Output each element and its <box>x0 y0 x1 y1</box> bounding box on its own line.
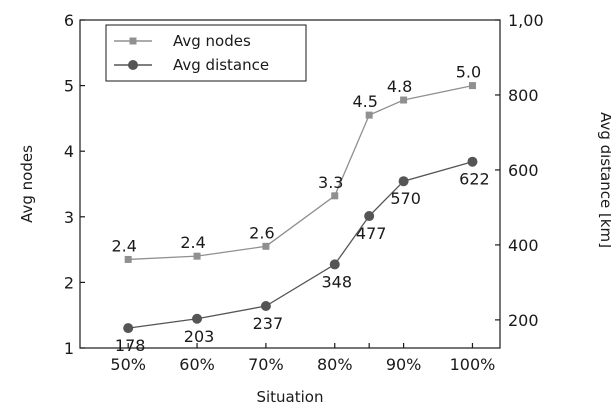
data-label-distance: 178 <box>115 336 146 355</box>
data-point-nodes <box>193 252 201 260</box>
data-label-distance: 237 <box>253 314 284 333</box>
data-label-distance: 622 <box>459 170 490 189</box>
series-layer <box>123 82 478 334</box>
right-tick-label: 600 <box>508 161 539 180</box>
x-tick-label: 90% <box>386 355 422 374</box>
data-label-nodes: 5.0 <box>456 63 481 82</box>
data-point-nodes <box>124 255 132 263</box>
data-point-nodes <box>468 82 476 90</box>
data-point-nodes <box>400 96 408 104</box>
plot-frame <box>79 19 501 349</box>
data-label-distance: 348 <box>321 272 352 291</box>
legend-label-distance: Avg distance <box>173 56 269 74</box>
data-label-nodes: 2.4 <box>111 236 136 255</box>
data-point-nodes <box>262 242 270 250</box>
data-label-distance: 203 <box>184 327 215 346</box>
legend-marker-square <box>129 37 137 45</box>
left-tick-label: 2 <box>64 273 74 292</box>
data-point-distance <box>260 301 271 312</box>
x-tick-label: 60% <box>179 355 215 374</box>
legend-box <box>105 24 307 82</box>
data-label-distance: 570 <box>390 189 421 208</box>
data-point-nodes <box>331 192 339 200</box>
right-tick-label: 800 <box>508 86 539 105</box>
x-tick-label: 70% <box>248 355 284 374</box>
x-tick-label: 50% <box>110 355 146 374</box>
data-point-distance <box>364 211 375 222</box>
x-tick-label: 80% <box>317 355 353 374</box>
legend-marker-circle <box>128 60 138 70</box>
data-label-distance: 477 <box>356 224 387 243</box>
x-axis: 50% 60% 70% 80% 90% 100% <box>110 343 495 374</box>
legend: Avg nodes Avg distance <box>105 24 307 82</box>
right-tick-label: 400 <box>508 236 539 255</box>
x-axis-title: Situation <box>256 388 323 406</box>
data-label-nodes: 3.3 <box>318 173 343 192</box>
right-tick-label: 1,00 <box>508 11 544 30</box>
left-tick-label: 6 <box>64 11 74 30</box>
data-label-nodes: 2.6 <box>249 223 274 242</box>
right-axis-title: Avg distance [km] <box>597 112 611 248</box>
right-axis: 200 400 600 800 1,00 <box>495 11 544 330</box>
data-point-distance <box>467 156 478 167</box>
data-point-nodes <box>365 111 373 119</box>
left-tick-label: 4 <box>64 142 74 161</box>
data-label-nodes: 2.4 <box>180 233 205 252</box>
data-point-distance <box>123 323 134 334</box>
data-label-nodes: 4.8 <box>387 77 412 96</box>
left-tick-label: 3 <box>64 208 74 227</box>
left-axis-title: Avg nodes <box>18 145 36 223</box>
left-tick-label: 5 <box>64 77 74 96</box>
left-tick-label: 1 <box>64 339 74 358</box>
data-point-distance <box>192 313 203 324</box>
left-axis: 1 2 3 4 5 6 <box>64 11 85 358</box>
data-point-distance <box>329 259 340 270</box>
data-label-nodes: 4.5 <box>352 92 377 111</box>
data-point-distance <box>398 176 409 187</box>
right-tick-label: 200 <box>508 311 539 330</box>
x-tick-label: 100% <box>450 355 496 374</box>
legend-label-nodes: Avg nodes <box>173 32 251 50</box>
